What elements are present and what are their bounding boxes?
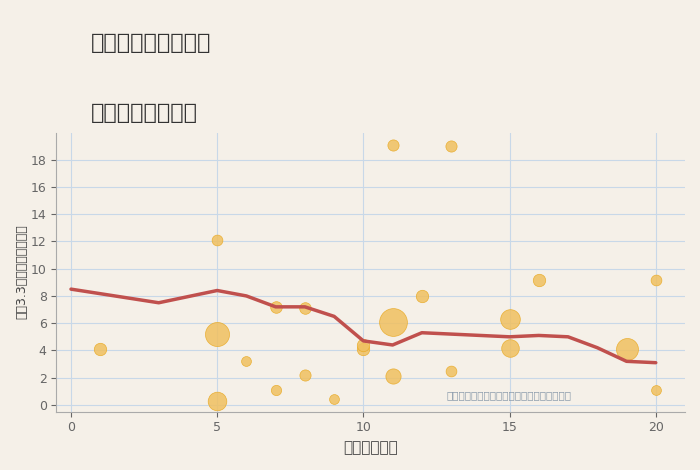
- Point: [241, 358, 252, 365]
- Point: [445, 367, 456, 375]
- Point: [358, 345, 369, 353]
- Text: 円の大きさは、取引のあった物件面積を示す: 円の大きさは、取引のあった物件面積を示す: [446, 390, 571, 400]
- X-axis label: 駅距離（分）: 駅距離（分）: [343, 440, 398, 455]
- Point: [211, 236, 223, 244]
- Point: [504, 344, 515, 352]
- Point: [94, 345, 106, 353]
- Point: [387, 318, 398, 326]
- Text: 駅距離別土地価格: 駅距離別土地価格: [91, 103, 198, 124]
- Point: [358, 341, 369, 349]
- Point: [270, 386, 281, 394]
- Y-axis label: 坪（3.3㎡）単価（万円）: 坪（3.3㎡）単価（万円）: [15, 225, 28, 320]
- Point: [328, 396, 339, 403]
- Point: [270, 303, 281, 311]
- Point: [650, 276, 662, 283]
- Point: [300, 371, 311, 379]
- Point: [387, 141, 398, 149]
- Point: [387, 373, 398, 380]
- Point: [533, 276, 545, 283]
- Point: [416, 292, 428, 300]
- Point: [211, 330, 223, 338]
- Point: [504, 315, 515, 323]
- Text: 三重県伊賀市炊村の: 三重県伊賀市炊村の: [91, 33, 211, 53]
- Point: [650, 386, 662, 394]
- Point: [300, 305, 311, 312]
- Point: [445, 142, 456, 150]
- Point: [211, 397, 223, 405]
- Point: [621, 345, 632, 353]
